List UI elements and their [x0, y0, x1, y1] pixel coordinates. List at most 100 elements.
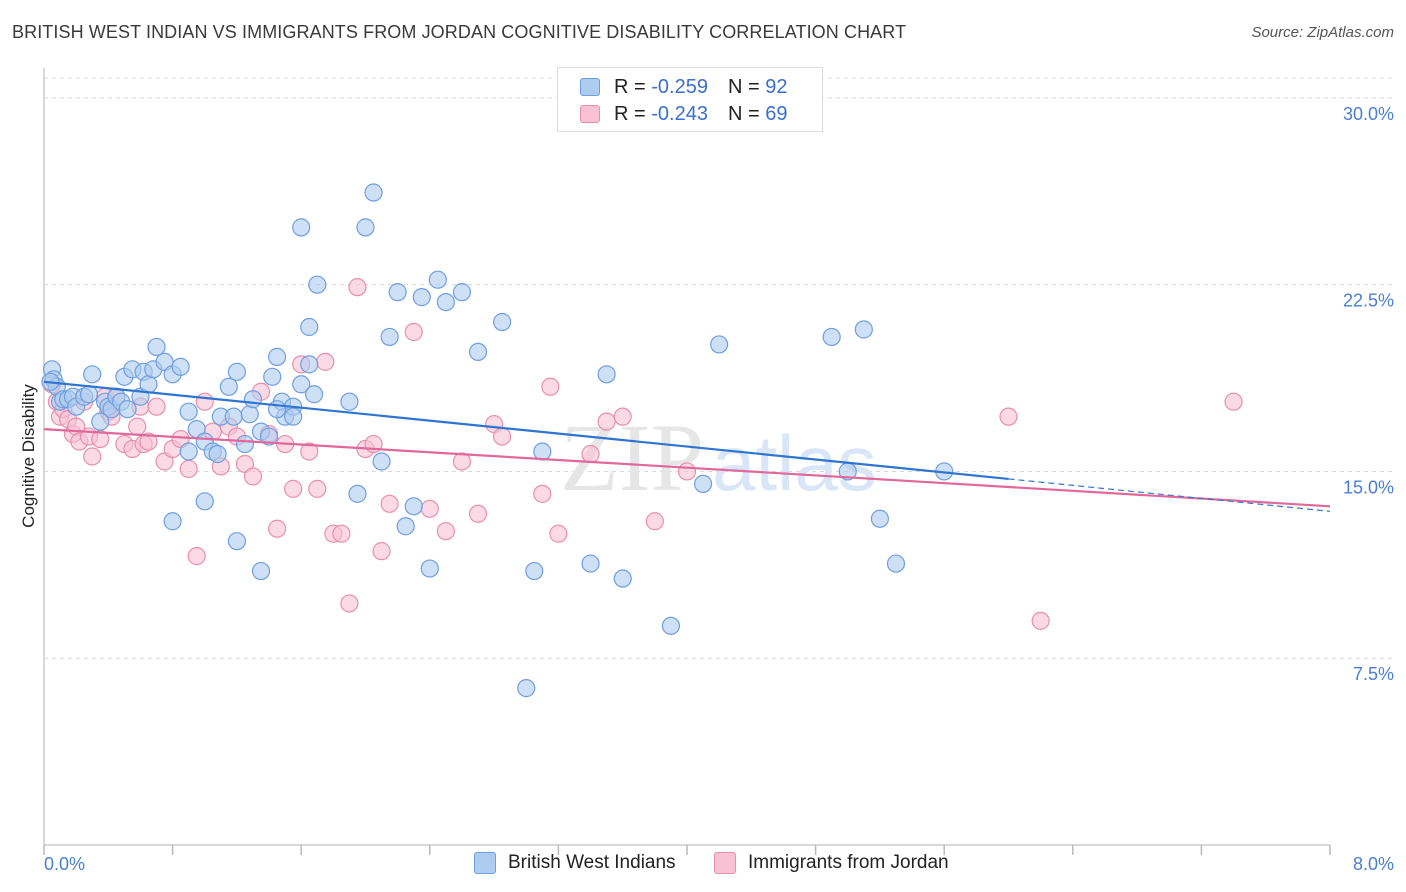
jordan-point	[541, 377, 560, 396]
bwi-point	[308, 275, 327, 294]
jordan-point	[179, 459, 198, 479]
bwi-point	[263, 367, 282, 386]
bwi-point	[517, 679, 536, 698]
legend-row-bwi: R = -0.259 N = 92	[580, 75, 787, 99]
bwi-point	[356, 218, 375, 237]
y-tick-label: 22.5%	[1343, 291, 1394, 311]
bwi-point	[292, 375, 311, 394]
legend-row-jordan: R = -0.243 N = 69	[580, 102, 787, 126]
jordan-point	[308, 479, 327, 498]
bwi-point	[240, 405, 259, 424]
bwi-point	[91, 412, 110, 431]
jordan-point	[372, 542, 391, 561]
jordan-point	[284, 479, 303, 498]
jordan-point	[1224, 392, 1243, 411]
gridlines	[44, 77, 1394, 659]
jordan-trend-line	[43, 428, 1331, 508]
bwi-point	[83, 365, 102, 384]
bwi-point	[661, 616, 681, 635]
bwi-point	[533, 442, 552, 461]
trend-lines	[43, 380, 1331, 512]
legend-n-label: N =	[727, 102, 760, 125]
bwi-point	[340, 392, 359, 411]
jordan-point	[452, 452, 472, 471]
jordan-point	[128, 417, 147, 436]
jordan-point	[332, 524, 351, 543]
bwi-point	[292, 218, 311, 237]
bwi-point	[412, 288, 431, 307]
bottom-legend-jordan: Immigrants from Jordan	[714, 852, 949, 874]
bwi-point	[267, 347, 287, 366]
bwi-point	[118, 400, 137, 419]
legend-r-label: R =	[614, 75, 646, 98]
bwi-point	[372, 452, 391, 471]
bwi-trend-extension	[1008, 478, 1331, 512]
bwi-point	[208, 444, 227, 464]
bottom-legend-label-bwi: British West Indians	[508, 852, 676, 873]
bwi-point	[581, 554, 600, 573]
jordan-point	[195, 392, 214, 411]
jordan-point	[999, 407, 1018, 426]
bwi-point	[493, 312, 512, 332]
bwi-point	[525, 561, 544, 581]
jordan-point	[420, 499, 439, 518]
bwi-point	[224, 407, 243, 426]
bwi-point	[597, 365, 616, 384]
bwi-point	[147, 337, 166, 357]
bwi-point	[452, 283, 472, 302]
jordan-point	[533, 484, 552, 503]
legend-r-label: R =	[614, 102, 646, 125]
x-tick-label-max: 8.0%	[1353, 854, 1394, 874]
y-tick-labels: 7.5% 15.0% 22.5% 30.0%	[1343, 104, 1394, 684]
bwi-point	[300, 317, 319, 337]
jordan-point	[139, 432, 158, 451]
bottom-legend-swatch-blue	[474, 852, 496, 874]
y-tick-label: 15.0%	[1343, 477, 1394, 497]
bwi-point	[243, 390, 263, 409]
jordan-point	[316, 352, 335, 371]
jordan-point	[613, 407, 632, 426]
jordan-point	[597, 412, 616, 431]
bwi-point	[251, 561, 271, 581]
bwi-point	[79, 385, 99, 404]
bwi-points	[41, 183, 954, 698]
bwi-point	[710, 335, 729, 354]
bwi-point	[404, 497, 423, 516]
bwi-point	[364, 183, 383, 202]
jordan-point	[147, 397, 166, 416]
bwi-point	[396, 517, 415, 536]
jordan-point	[677, 462, 697, 481]
bwi-point	[854, 320, 873, 339]
y-tick-label: 7.5%	[1353, 664, 1394, 684]
bwi-point	[348, 484, 367, 503]
jordan-point	[645, 512, 664, 531]
jordan-point	[493, 427, 512, 446]
bwi-point	[259, 427, 279, 446]
bwi-point	[219, 377, 238, 396]
jordan-point	[348, 278, 367, 297]
bwi-point	[300, 355, 319, 374]
chart-source: Source: ZipAtlas.com	[1251, 24, 1394, 41]
bottom-legend-bwi: British West Indians	[474, 852, 676, 874]
y-tick-label: 30.0%	[1343, 104, 1394, 124]
legend-n-label: N =	[727, 75, 760, 98]
legend-r-value: -0.259	[651, 75, 708, 98]
bwi-point	[284, 407, 303, 426]
bwi-point	[179, 402, 198, 421]
x-tick-label-min: 0.0%	[44, 854, 85, 874]
jordan-point	[243, 467, 263, 486]
bwi-point	[304, 385, 324, 404]
legend-swatch-blue	[580, 78, 600, 96]
bwi-point	[870, 509, 890, 528]
jordan-point	[1031, 611, 1050, 630]
bwi-point	[195, 492, 214, 511]
bwi-point	[227, 362, 246, 381]
jordan-point	[468, 504, 488, 523]
bottom-legend-label-jordan: Immigrants from Jordan	[748, 852, 949, 873]
legend: R = -0.259 N = 92 R = -0.243 N = 69	[557, 67, 823, 132]
bwi-trend-line	[43, 380, 1009, 481]
jordan-point	[436, 522, 455, 541]
jordan-point	[549, 524, 568, 543]
legend-n-value: 69	[765, 102, 788, 125]
